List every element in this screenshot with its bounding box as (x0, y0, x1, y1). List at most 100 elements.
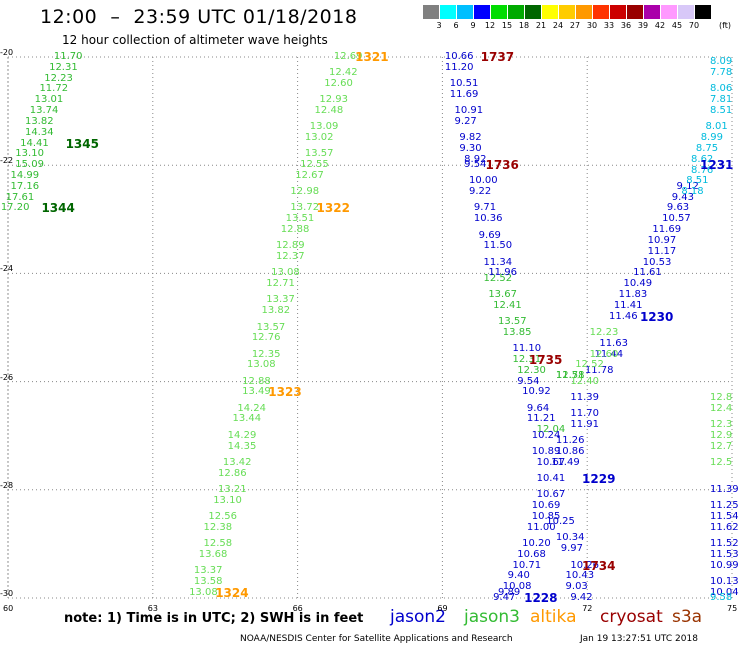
legend-swatch (474, 5, 490, 19)
wave-height-label: 11.17 (647, 245, 677, 257)
legend-unit: (ft) (718, 21, 732, 30)
wave-height-label: 8.51 (686, 175, 709, 187)
wave-height-label: 9.03 (565, 581, 588, 593)
wave-height-label: 12.88 (242, 375, 271, 387)
wave-height-label: 12.86 (218, 467, 247, 479)
wave-height-label: 13.08 (246, 359, 276, 371)
wave-height-label: 17.61 (5, 191, 35, 203)
wave-height-label: 12.60 (324, 78, 353, 90)
wave-height-label: 12.52 (483, 272, 513, 284)
legend-swatch (508, 5, 524, 19)
wave-height-label: 8.01 (705, 121, 728, 133)
wave-height-label: 9.22 (469, 186, 492, 198)
wave-height-label: 14.34 (24, 126, 54, 138)
wave-height-label: 17.16 (10, 180, 40, 192)
wave-height-label: 10.57 (662, 213, 691, 225)
x-tick-label: 66 (292, 604, 303, 613)
legend-swatch (661, 5, 677, 19)
wave-height-label: 11.34 (483, 256, 513, 268)
wave-height-label: 9.27 (454, 115, 477, 127)
wave-height-label: 9.43 (671, 191, 694, 203)
wave-height-label: 10.51 (449, 78, 479, 90)
wave-height-label: 12.41 (493, 299, 522, 311)
wave-height-label: 13.57 (304, 148, 334, 160)
wave-height-label: 14.35 (227, 440, 257, 452)
pass-time-label: 1736 (485, 158, 519, 173)
wave-height-label: 11.78 (584, 364, 614, 376)
pass-time-label: 1228 (524, 591, 558, 605)
wave-height-label: 10.71 (512, 559, 542, 571)
wave-height-label: 12.5 (710, 456, 733, 468)
wave-height-label: 11.54 (710, 510, 739, 522)
legend-swatch (440, 5, 456, 19)
wave-height-label: 9.63 (666, 202, 690, 214)
wave-height-label: 10.53 (642, 256, 672, 268)
wave-height-label: 7.78 (710, 67, 733, 79)
wave-height-label: 12.48 (314, 105, 344, 117)
legend-label: 45 (671, 21, 683, 30)
wave-height-label: 10.00 (469, 175, 498, 187)
wave-height-label: 11.69 (449, 88, 479, 100)
wave-height-label: 12.4 (710, 402, 733, 414)
wave-height-label: 10.89 (531, 445, 561, 457)
pass-time-label: 1231 (700, 158, 734, 173)
wave-height-label: 10.91 (454, 105, 484, 117)
x-tick-label: 75 (727, 604, 738, 613)
legend-swatch (644, 5, 660, 19)
wave-height-label: 11.69 (652, 224, 682, 236)
wave-height-label: 9.58 (710, 592, 733, 603)
wave-height-label: 12.31 (512, 353, 542, 365)
wave-height-label: 8.09 (710, 56, 733, 68)
map-subtitle: 12 hour collection of altimeter wave hei… (62, 33, 328, 47)
wave-height-label: 11.70 (570, 408, 599, 420)
wave-height-label: 11.53 (710, 548, 739, 560)
wave-height-label: 12.58 (555, 370, 585, 382)
wave-height-label: 10.97 (647, 234, 677, 246)
wave-height-label: 10.08 (502, 581, 532, 593)
wave-height-label: 9.12 (676, 180, 699, 192)
wave-height-label: 9.47 (493, 592, 516, 603)
wave-height-label: 11.46 (608, 310, 638, 322)
wave-height-label: 10.04 (710, 586, 739, 598)
x-tick-label: 60 (3, 604, 14, 613)
wave-height-label: 11.20 (444, 61, 474, 73)
wave-height-label: 11.96 (488, 267, 517, 279)
wave-height-label: 11.39 (710, 483, 739, 495)
wave-height-label: 10.92 (522, 386, 551, 398)
wave-height-label: 9.89 (497, 586, 521, 598)
legend-swatch (695, 5, 711, 19)
wave-height-label: 8.92 (464, 153, 487, 165)
legend-label: 3 (436, 21, 442, 30)
wave-height-label: 8.75 (695, 142, 719, 154)
wave-height-label: 13.85 (502, 326, 532, 338)
wave-height-label: 13.72 (290, 202, 320, 214)
legend-label: 6 (453, 21, 459, 30)
wave-height-label: 13.10 (15, 148, 44, 160)
generated-timestamp: Jan 19 13:27:51 UTC 2018 (580, 634, 698, 644)
legend-label: 15 (501, 21, 513, 30)
wave-height-label: 10.25 (546, 516, 575, 528)
wave-height-label: 12.76 (251, 332, 281, 344)
wave-height-label: 11.62 (710, 521, 739, 533)
wave-height-label: 13.02 (304, 132, 334, 144)
x-tick-label: 72 (582, 604, 593, 613)
wave-height-label: 13.08 (189, 586, 218, 598)
legend-label: 9 (470, 21, 476, 30)
x-tick-label: 69 (437, 604, 448, 613)
wave-height-label: 10.99 (710, 559, 739, 571)
wave-height-label: 12.67 (295, 170, 324, 182)
wave-height-label: 8.06 (710, 83, 733, 95)
wave-height-label: 8.99 (700, 132, 723, 144)
y-tick-label: -22 (0, 156, 14, 166)
wave-height-label: 12.71 (266, 278, 295, 290)
wave-height-label: 13.44 (232, 413, 262, 425)
wave-height-label: 12.56 (208, 510, 237, 522)
wave-height-label: 14.41 (20, 137, 49, 149)
wave-height-label: 10.67 (536, 456, 566, 468)
pass-time-label: 1323 (268, 385, 302, 400)
wave-height-label: 11.21 (526, 413, 556, 425)
wave-height-label: 10.43 (565, 570, 595, 582)
wave-height-label: 11.63 (599, 337, 628, 349)
wave-height-label: 8.51 (710, 105, 733, 117)
